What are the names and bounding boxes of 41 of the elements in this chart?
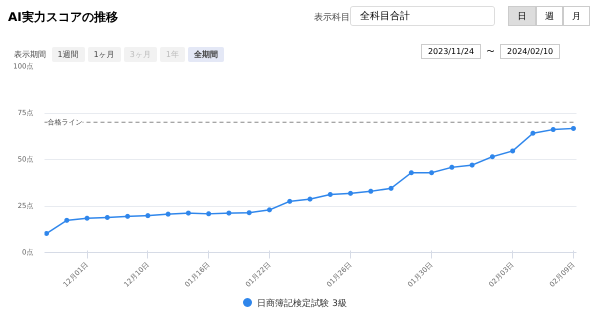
point	[530, 130, 536, 136]
point	[145, 213, 150, 218]
text: 月	[563, 6, 590, 26]
point	[550, 127, 556, 132]
point	[368, 188, 374, 194]
point	[287, 198, 292, 204]
point	[429, 170, 434, 176]
text: 表示期間	[14, 50, 46, 59]
point	[226, 210, 232, 216]
point	[104, 215, 110, 220]
point	[206, 211, 212, 216]
point	[388, 186, 394, 191]
text: 2023/11/24	[421, 44, 481, 60]
point	[125, 214, 130, 219]
text: 〜	[486, 47, 495, 56]
point	[307, 196, 312, 202]
point	[348, 190, 354, 196]
point	[246, 210, 252, 216]
point	[64, 218, 70, 223]
chart-title: AI実力スコアの推移	[8, 9, 118, 26]
text: 週	[536, 6, 563, 26]
point	[470, 162, 475, 168]
text: 2024/02/10	[500, 44, 560, 60]
text: 1ヶ月	[88, 47, 121, 62]
point	[84, 216, 90, 221]
point	[570, 126, 576, 131]
point	[266, 207, 272, 212]
point	[328, 192, 333, 197]
point	[449, 164, 454, 170]
point	[186, 210, 191, 216]
legend-label: 日商簿記検定試験 3級	[256, 298, 347, 311]
text: 表示科目	[314, 12, 350, 25]
point	[490, 154, 495, 160]
text: 1週間	[52, 47, 85, 62]
point	[510, 148, 516, 154]
point	[166, 212, 171, 217]
text: 全科目合計	[350, 6, 495, 26]
text: 日	[508, 6, 536, 26]
point	[44, 231, 50, 236]
text: 全期間	[188, 47, 224, 62]
point	[408, 170, 414, 176]
